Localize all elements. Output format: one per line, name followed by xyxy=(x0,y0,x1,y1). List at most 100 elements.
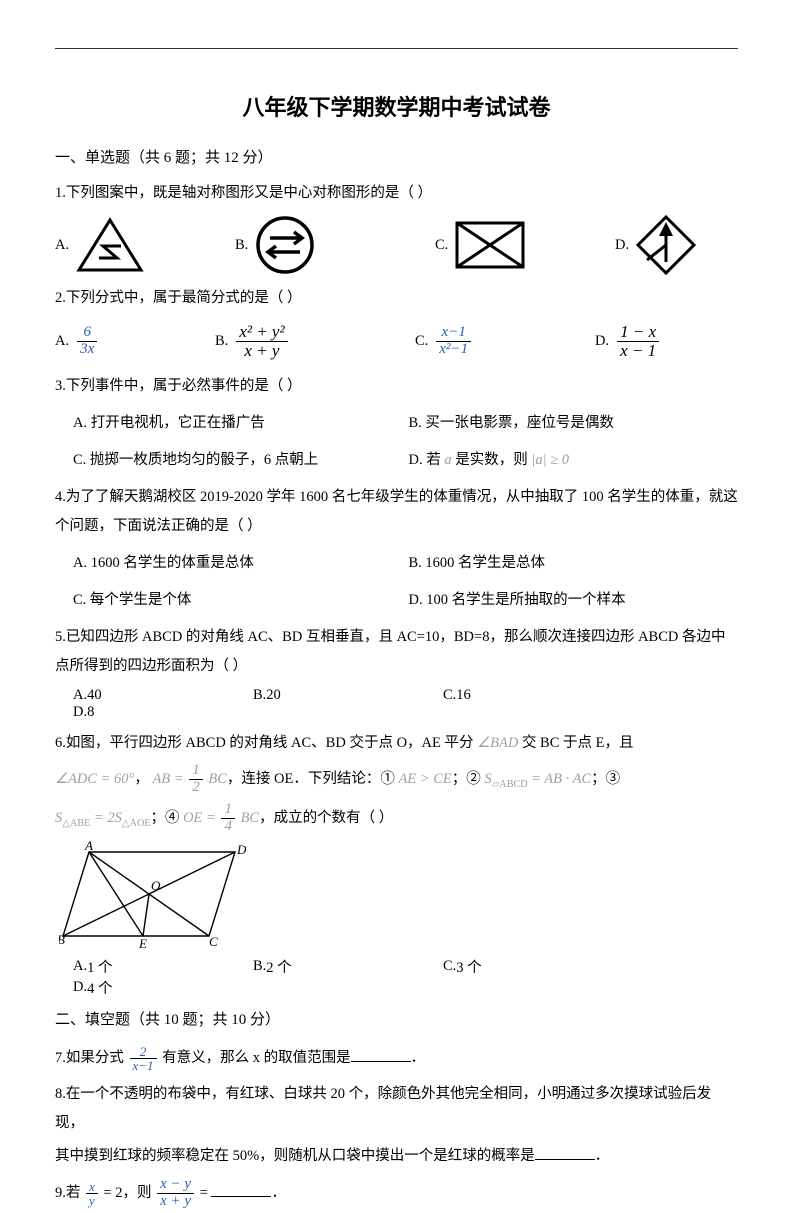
text: = 2S xyxy=(90,810,122,826)
q4-option-b: B. 1600 名学生是总体 xyxy=(403,549,739,578)
q6-option-b: B. 2 个 xyxy=(253,956,443,977)
frac-num: x² + y² xyxy=(236,323,287,341)
q2-options: A. 6 3x B. x² + y² x + y C. x−1 x²−1 D. … xyxy=(55,323,738,360)
fraction: x − y x + y xyxy=(157,1177,194,1210)
option-label: D. xyxy=(73,979,87,996)
text: ；④ xyxy=(150,810,183,826)
fill-blank xyxy=(211,1183,271,1198)
q4-option-c: C. 每个学生是个体 xyxy=(73,586,403,615)
option-text: 3 个 xyxy=(456,956,481,977)
q1-stem: 1.下列图案中，既是轴对称图形又是中心对称图形的是（ ） xyxy=(55,179,738,208)
pt-label: C xyxy=(209,934,218,949)
q2-option-b: B. x² + y² x + y xyxy=(215,323,415,360)
q2-option-d: D. 1 − x x − 1 xyxy=(595,323,735,360)
option-label: D. xyxy=(73,704,87,721)
option-label: A. xyxy=(55,237,69,254)
q1-option-c: C. xyxy=(435,220,615,270)
angle-expr: ∠BAD xyxy=(477,735,518,751)
text: OE = xyxy=(183,810,219,826)
option-label: C. xyxy=(415,333,428,350)
option-text: 抛掷一枚质地均匀的骰子，6 点朝上 xyxy=(90,452,318,468)
option-text: 4 个 xyxy=(87,977,112,998)
math-expr: AE > CE xyxy=(398,771,451,787)
text: S xyxy=(484,771,491,787)
option-text: 买一张电影票，座位号是偶数 xyxy=(425,415,614,431)
option-label: C. xyxy=(435,237,448,254)
q3-stem: 3.下列事件中，属于必然事件的是（ ） xyxy=(55,372,738,401)
circle-arrows-icon xyxy=(254,214,316,276)
q5-option-b: B. 20 xyxy=(253,687,443,704)
q3-option-c: C. 抛掷一枚质地均匀的骰子，6 点朝上 xyxy=(73,446,403,475)
frac-num: 6 xyxy=(77,325,97,341)
text: ， xyxy=(134,771,152,787)
text: ． xyxy=(411,1050,426,1066)
option-label: C. xyxy=(443,958,456,975)
text: ． xyxy=(595,1148,610,1164)
frac-num: 1 − x xyxy=(617,323,659,341)
text: 9.若 xyxy=(55,1185,84,1201)
option-text: 打开电视机，它正在播广告 xyxy=(91,415,265,431)
q1-option-a: A. xyxy=(55,216,235,274)
q3-option-a: A. 打开电视机，它正在播广告 xyxy=(73,409,403,438)
q3-option-d: D. 若 a 是实数，则 |a| ≥ 0 xyxy=(403,446,739,475)
option-text: 1 个 xyxy=(87,956,112,977)
math-expr: S△ABE = 2S△AOE xyxy=(55,810,150,826)
q7: 7.如果分式 2 x−1 有意义，那么 x 的取值范围是． xyxy=(55,1041,738,1076)
option-text: 每个学生是个体 xyxy=(90,592,192,608)
q6-option-c: C. 3 个 xyxy=(443,956,633,977)
q8-line2: 其中摸到红球的频率稳定在 50%，则随机从口袋中摸出一个是红球的概率是． xyxy=(55,1142,738,1171)
frac-den: 4 xyxy=(221,818,235,835)
text: = AB · AC xyxy=(528,771,592,787)
math-expr: ∠ADC = 60° xyxy=(55,771,134,787)
fill-blank xyxy=(351,1048,411,1063)
frac-den: 2 xyxy=(189,779,203,796)
option-text: 1600 名学生是总体 xyxy=(425,555,545,571)
q4-option-a: A. 1600 名学生的体重是总体 xyxy=(73,549,403,578)
q5-option-c: C. 16 xyxy=(443,687,633,704)
fraction: 2 x−1 xyxy=(130,1045,157,1073)
option-label: A. xyxy=(73,687,87,704)
option-text: 100 名学生是所抽取的一个样本 xyxy=(426,592,625,608)
frac-den: 3x xyxy=(77,341,97,358)
option-label: D. xyxy=(615,237,629,254)
frac-den: x²−1 xyxy=(436,341,471,358)
q3-row1: A. 打开电视机，它正在播广告 B. 买一张电影票，座位号是偶数 xyxy=(55,405,738,442)
option-text: 16 xyxy=(456,687,471,704)
pt-label: O xyxy=(151,878,161,893)
q9: 9.若 x y = 2，则 x − y x + y = ． xyxy=(55,1175,738,1213)
q4-option-d: D. 100 名学生是所抽取的一个样本 xyxy=(403,586,739,615)
option-text: 若 xyxy=(426,452,444,468)
fraction: x−1 x²−1 xyxy=(436,325,471,358)
q1-option-d: D. xyxy=(615,214,735,276)
q1-options: A. B. C. D. xyxy=(55,214,738,276)
subscript: △AOE xyxy=(122,818,151,829)
option-label: C. xyxy=(443,687,456,704)
fill-blank xyxy=(535,1146,595,1161)
q6-line1: 6.如图，平行四边形 ABCD 的对角线 AC、BD 交于点 O，AE 平分 ∠… xyxy=(55,729,738,758)
parallelogram-diagram-icon: A D B C O E xyxy=(59,840,249,950)
frac-den: y xyxy=(86,1193,98,1208)
subscript: ▱ABCD xyxy=(492,779,528,790)
option-label: B. xyxy=(409,415,422,431)
option-label: A. xyxy=(73,958,87,975)
option-label: A. xyxy=(73,415,87,431)
frac-den: x−1 xyxy=(130,1058,157,1073)
q6-stem: 6.如图，平行四边形 ABCD 的对角线 AC、BD 交于点 O，AE 平分 xyxy=(55,735,477,751)
q5-option-d: D. 8 xyxy=(73,704,193,721)
math-expr: OE = 14 BC xyxy=(183,810,259,826)
q4-row2: C. 每个学生是个体 D. 100 名学生是所抽取的一个样本 xyxy=(55,582,738,619)
option-label: B. xyxy=(253,958,266,975)
fraction: x² + y² x + y xyxy=(236,323,287,360)
q2-option-c: C. x−1 x²−1 xyxy=(415,325,595,358)
pt-label: A xyxy=(84,840,93,853)
text: ；② xyxy=(452,771,485,787)
frac-num: 1 xyxy=(221,802,235,818)
option-label: B. xyxy=(215,333,228,350)
top-horizontal-rule xyxy=(55,48,738,49)
section-1-heading: 一、单选题（共 6 题；共 12 分） xyxy=(55,146,738,167)
option-text: 8 xyxy=(87,704,94,721)
text: 7.如果分式 xyxy=(55,1050,128,1066)
frac-num: x xyxy=(86,1180,98,1194)
frac-den: x + y xyxy=(157,1193,194,1210)
square-x-icon xyxy=(454,220,526,270)
